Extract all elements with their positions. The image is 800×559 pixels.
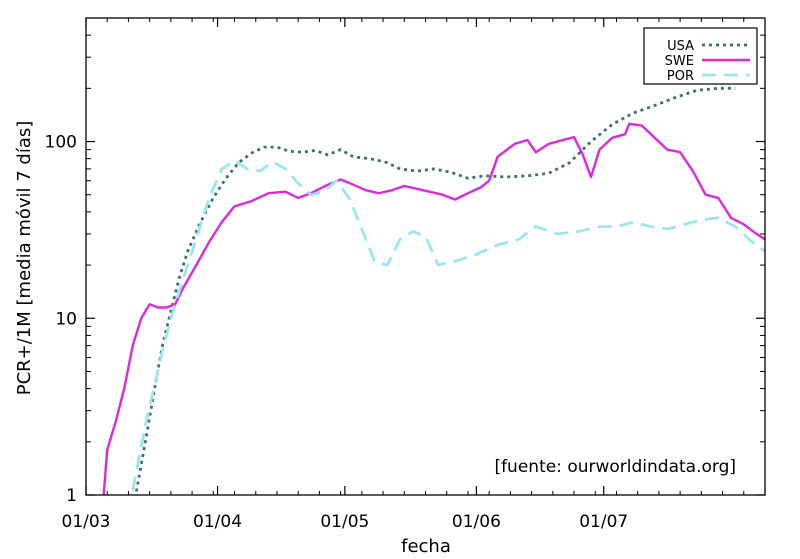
legend-label-usa: USA: [667, 39, 694, 54]
x-tick-label: 01/03: [62, 512, 111, 532]
series-line-usa: [134, 86, 736, 495]
series-lines: [102, 86, 765, 495]
y-axis-title: PCR+/1M [media móvil 7 días]: [14, 121, 35, 396]
x-tick-label: 01/04: [193, 512, 242, 532]
y-tick-label: 10: [55, 309, 77, 329]
legend-label-swe: SWE: [665, 54, 694, 69]
y-tick-label: 1: [66, 486, 77, 506]
x-tick-label: 01/07: [579, 512, 628, 532]
axis-ticks: 01/03 01/04 01/05 01/06 01/07 1 10 100: [45, 17, 766, 532]
series-line-por: [130, 159, 765, 495]
y-tick-label: 100: [45, 133, 77, 153]
legend-label-por: POR: [667, 69, 694, 84]
x-tick-label: 01/05: [320, 512, 369, 532]
source-annotation: [fuente: ourworldindata.org]: [494, 457, 736, 477]
x-axis-title: fecha: [401, 536, 451, 557]
legend-box: [643, 27, 758, 85]
series-line-swe: [102, 122, 765, 495]
plot-frame: [85, 17, 766, 496]
x-tick-label: 01/06: [452, 512, 501, 532]
